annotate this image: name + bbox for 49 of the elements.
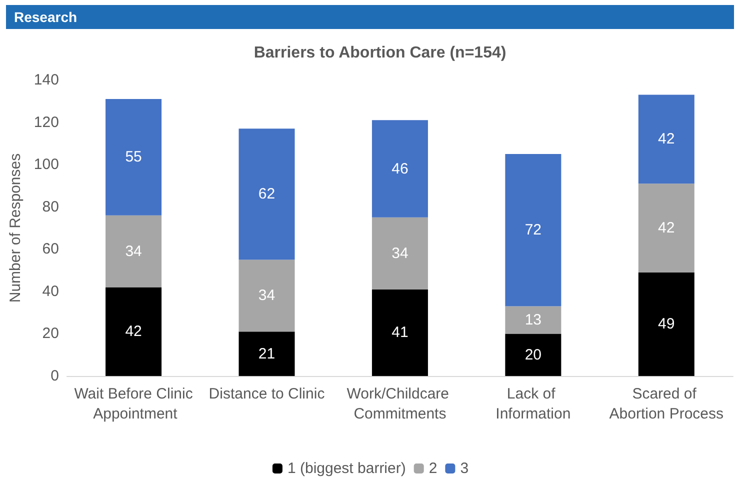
bar: [372, 120, 428, 218]
data-label: 34: [392, 244, 408, 262]
bar: [505, 334, 562, 376]
data-label: 42: [125, 323, 142, 340]
x-tick-label: Lack of Information: [496, 386, 571, 422]
bar: [505, 154, 562, 306]
bar: [238, 332, 295, 376]
data-label: 20: [524, 346, 542, 364]
y-tick-label: 100: [34, 156, 59, 174]
data-label: 41: [392, 324, 408, 342]
data-label: 55: [125, 148, 142, 166]
data-label: 13: [524, 311, 542, 328]
bar: [505, 306, 562, 334]
y-tick-label: 40: [42, 282, 59, 300]
y-tick-label: 140: [34, 72, 59, 88]
bar: [638, 272, 694, 376]
legend-label: 1 (biggest barrier): [287, 460, 406, 477]
bar: [638, 184, 694, 272]
data-label: 34: [258, 287, 276, 304]
legend-label: 2: [428, 460, 438, 477]
chart-title: Barriers to Abortion Care (n=154): [254, 44, 506, 62]
bar: [106, 287, 162, 376]
data-label: 46: [392, 160, 408, 178]
bar: [238, 128, 295, 260]
legend-label: 3: [460, 460, 469, 477]
data-label: 21: [258, 345, 276, 362]
x-tick-label: Wait Before Clinic Appointment: [74, 386, 194, 422]
data-label: 42: [658, 130, 675, 148]
x-tick-label: Scared of Abortion Process: [609, 386, 724, 422]
text: Research: [13, 9, 78, 25]
bar: [372, 217, 428, 290]
data-label: 62: [258, 186, 276, 203]
data-label: 49: [658, 316, 675, 333]
y-tick-label: 120: [34, 114, 59, 131]
y-tick-label: 80: [42, 198, 59, 216]
data-label: 42: [658, 220, 675, 236]
y-axis-title: Number of Responses: [7, 153, 24, 303]
bar: [372, 289, 428, 376]
x-tick-label: Distance to Clinic: [208, 386, 326, 402]
bar: [106, 99, 162, 216]
y-tick-label: 60: [42, 240, 59, 258]
bar: [238, 260, 295, 332]
bar: [638, 94, 694, 184]
x-tick-label: Work/Childcare Commitments: [346, 386, 454, 422]
data-label: 34: [125, 242, 142, 260]
y-tick-label: 20: [42, 325, 59, 342]
bar: [106, 215, 162, 288]
y-tick-label: 0: [50, 368, 59, 384]
data-label: 72: [524, 222, 542, 239]
